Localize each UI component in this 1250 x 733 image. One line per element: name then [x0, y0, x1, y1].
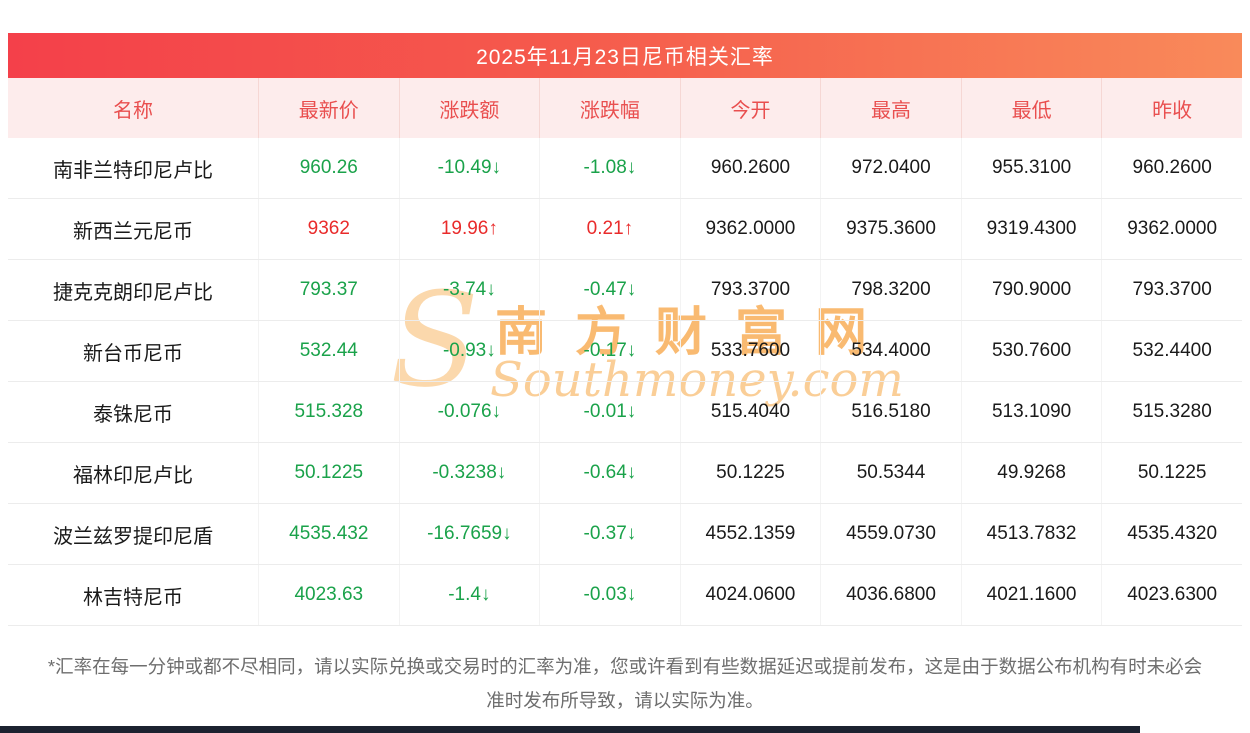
table-row: 林吉特尼币 4023.63 -1.4↓ -0.03↓ 4024.0600 403… [8, 565, 1242, 626]
cell-name: 新西兰元尼币 [73, 220, 193, 243]
cell-change: 19.96↑ [398, 199, 540, 259]
cell-prev: 4023.6300 [1101, 565, 1242, 625]
page-title: 2025年11月23日尼币相关汇率 [8, 33, 1242, 78]
cell-low: 4513.7832 [960, 504, 1102, 564]
cell-name: 南非兰特印尼卢比 [53, 159, 213, 182]
cell-pct: -0.03↓ [539, 565, 680, 625]
cell-pct: 0.21↑ [539, 199, 680, 259]
table-row: 波兰兹罗提印尼盾 4535.432 -16.7659↓ -0.37↓ 4552.… [8, 504, 1242, 565]
cell-open: 960.2600 [679, 138, 821, 198]
cell-open: 515.4040 [679, 382, 821, 442]
cell-open: 793.3700 [679, 260, 821, 320]
cell-latest: 4535.432 [258, 504, 399, 564]
cell-high: 4036.6800 [820, 565, 961, 625]
cell-low: 530.7600 [960, 321, 1102, 381]
cell-high: 4559.0730 [820, 504, 961, 564]
table-row: 新台币尼币 532.44 -0.93↓ -0.17↓ 533.7600 534.… [8, 321, 1242, 382]
cell-prev: 4535.4320 [1101, 504, 1242, 564]
cell-open: 4024.0600 [679, 565, 821, 625]
page: 2025年11月23日尼币相关汇率 名称 最新价 涨跌额 涨跌幅 今开 最高 最… [8, 33, 1242, 712]
cell-prev: 532.4400 [1101, 321, 1242, 381]
cell-latest: 793.37 [258, 260, 399, 320]
cell-name: 新台币尼币 [83, 342, 183, 365]
cell-high: 50.5344 [820, 443, 961, 503]
cell-latest: 532.44 [258, 321, 399, 381]
cell-prev: 793.3700 [1101, 260, 1242, 320]
cell-name: 林吉特尼币 [83, 586, 183, 609]
cell-low: 513.1090 [960, 382, 1102, 442]
cell-high: 972.0400 [820, 138, 961, 198]
cell-name: 泰铢尼币 [93, 403, 173, 426]
cell-change: -0.3238↓ [398, 443, 540, 503]
cell-latest: 4023.63 [258, 565, 399, 625]
cell-high: 9375.3600 [820, 199, 961, 259]
cell-latest: 960.26 [258, 138, 399, 198]
cell-name: 波兰兹罗提印尼盾 [53, 525, 213, 548]
header-cell-change: 涨跌额 [398, 78, 540, 138]
cell-high: 516.5180 [820, 382, 961, 442]
table-row: 福林印尼卢比 50.1225 -0.3238↓ -0.64↓ 50.1225 5… [8, 443, 1242, 504]
cell-pct: -0.37↓ [539, 504, 680, 564]
cell-name: 捷克克朗印尼卢比 [53, 281, 213, 304]
exchange-rate-table: 名称 最新价 涨跌额 涨跌幅 今开 最高 最低 昨收 南非兰特印尼卢比 960.… [8, 78, 1242, 626]
cell-prev: 9362.0000 [1101, 199, 1242, 259]
header-cell-pct: 涨跌幅 [539, 78, 680, 138]
cell-latest: 515.328 [258, 382, 399, 442]
table-row: 泰铢尼币 515.328 -0.076↓ -0.01↓ 515.4040 516… [8, 382, 1242, 443]
cell-open: 4552.1359 [679, 504, 821, 564]
cell-latest: 9362 [258, 199, 399, 259]
cell-change: -1.4↓ [398, 565, 540, 625]
cell-open: 533.7600 [679, 321, 821, 381]
cell-prev: 50.1225 [1101, 443, 1242, 503]
cell-prev: 515.3280 [1101, 382, 1242, 442]
cell-low: 955.3100 [960, 138, 1102, 198]
cell-change: -16.7659↓ [398, 504, 540, 564]
cell-latest: 50.1225 [258, 443, 399, 503]
disclaimer-note: *汇率在每一分钟或都不尽相同，请以实际兑换或交易时的汇率为准，您或许看到有些数据… [47, 656, 1203, 712]
header-cell-open: 今开 [679, 78, 821, 138]
cell-change: -0.076↓ [398, 382, 540, 442]
table-header-row: 名称 最新价 涨跌额 涨跌幅 今开 最高 最低 昨收 [8, 78, 1242, 138]
table-body: 南非兰特印尼卢比 960.26 -10.49↓ -1.08↓ 960.2600 … [8, 138, 1242, 626]
cell-pct: -0.01↓ [539, 382, 680, 442]
cell-low: 49.9268 [960, 443, 1102, 503]
cell-low: 9319.4300 [960, 199, 1102, 259]
cell-change: -0.93↓ [398, 321, 540, 381]
header-cell-low: 最低 [960, 78, 1102, 138]
cell-high: 798.3200 [820, 260, 961, 320]
table-row: 南非兰特印尼卢比 960.26 -10.49↓ -1.08↓ 960.2600 … [8, 138, 1242, 199]
cell-high: 534.4000 [820, 321, 961, 381]
header-cell-prev: 昨收 [1101, 78, 1242, 138]
cell-pct: -0.64↓ [539, 443, 680, 503]
cell-low: 4021.1600 [960, 565, 1102, 625]
cell-pct: -0.17↓ [539, 321, 680, 381]
cell-name: 福林印尼卢比 [73, 464, 193, 487]
table-row: 捷克克朗印尼卢比 793.37 -3.74↓ -0.47↓ 793.3700 7… [8, 260, 1242, 321]
cell-open: 50.1225 [679, 443, 821, 503]
cell-open: 9362.0000 [679, 199, 821, 259]
cell-low: 790.9000 [960, 260, 1102, 320]
cell-prev: 960.2600 [1101, 138, 1242, 198]
header-cell-latest: 最新价 [258, 78, 399, 138]
cell-pct: -1.08↓ [539, 138, 680, 198]
cell-change: -3.74↓ [398, 260, 540, 320]
bottom-bar [0, 726, 1140, 733]
header-cell-name: 名称 [113, 99, 153, 122]
header-cell-high: 最高 [820, 78, 961, 138]
table-row: 新西兰元尼币 9362 19.96↑ 0.21↑ 9362.0000 9375.… [8, 199, 1242, 260]
cell-change: -10.49↓ [398, 138, 540, 198]
cell-pct: -0.47↓ [539, 260, 680, 320]
